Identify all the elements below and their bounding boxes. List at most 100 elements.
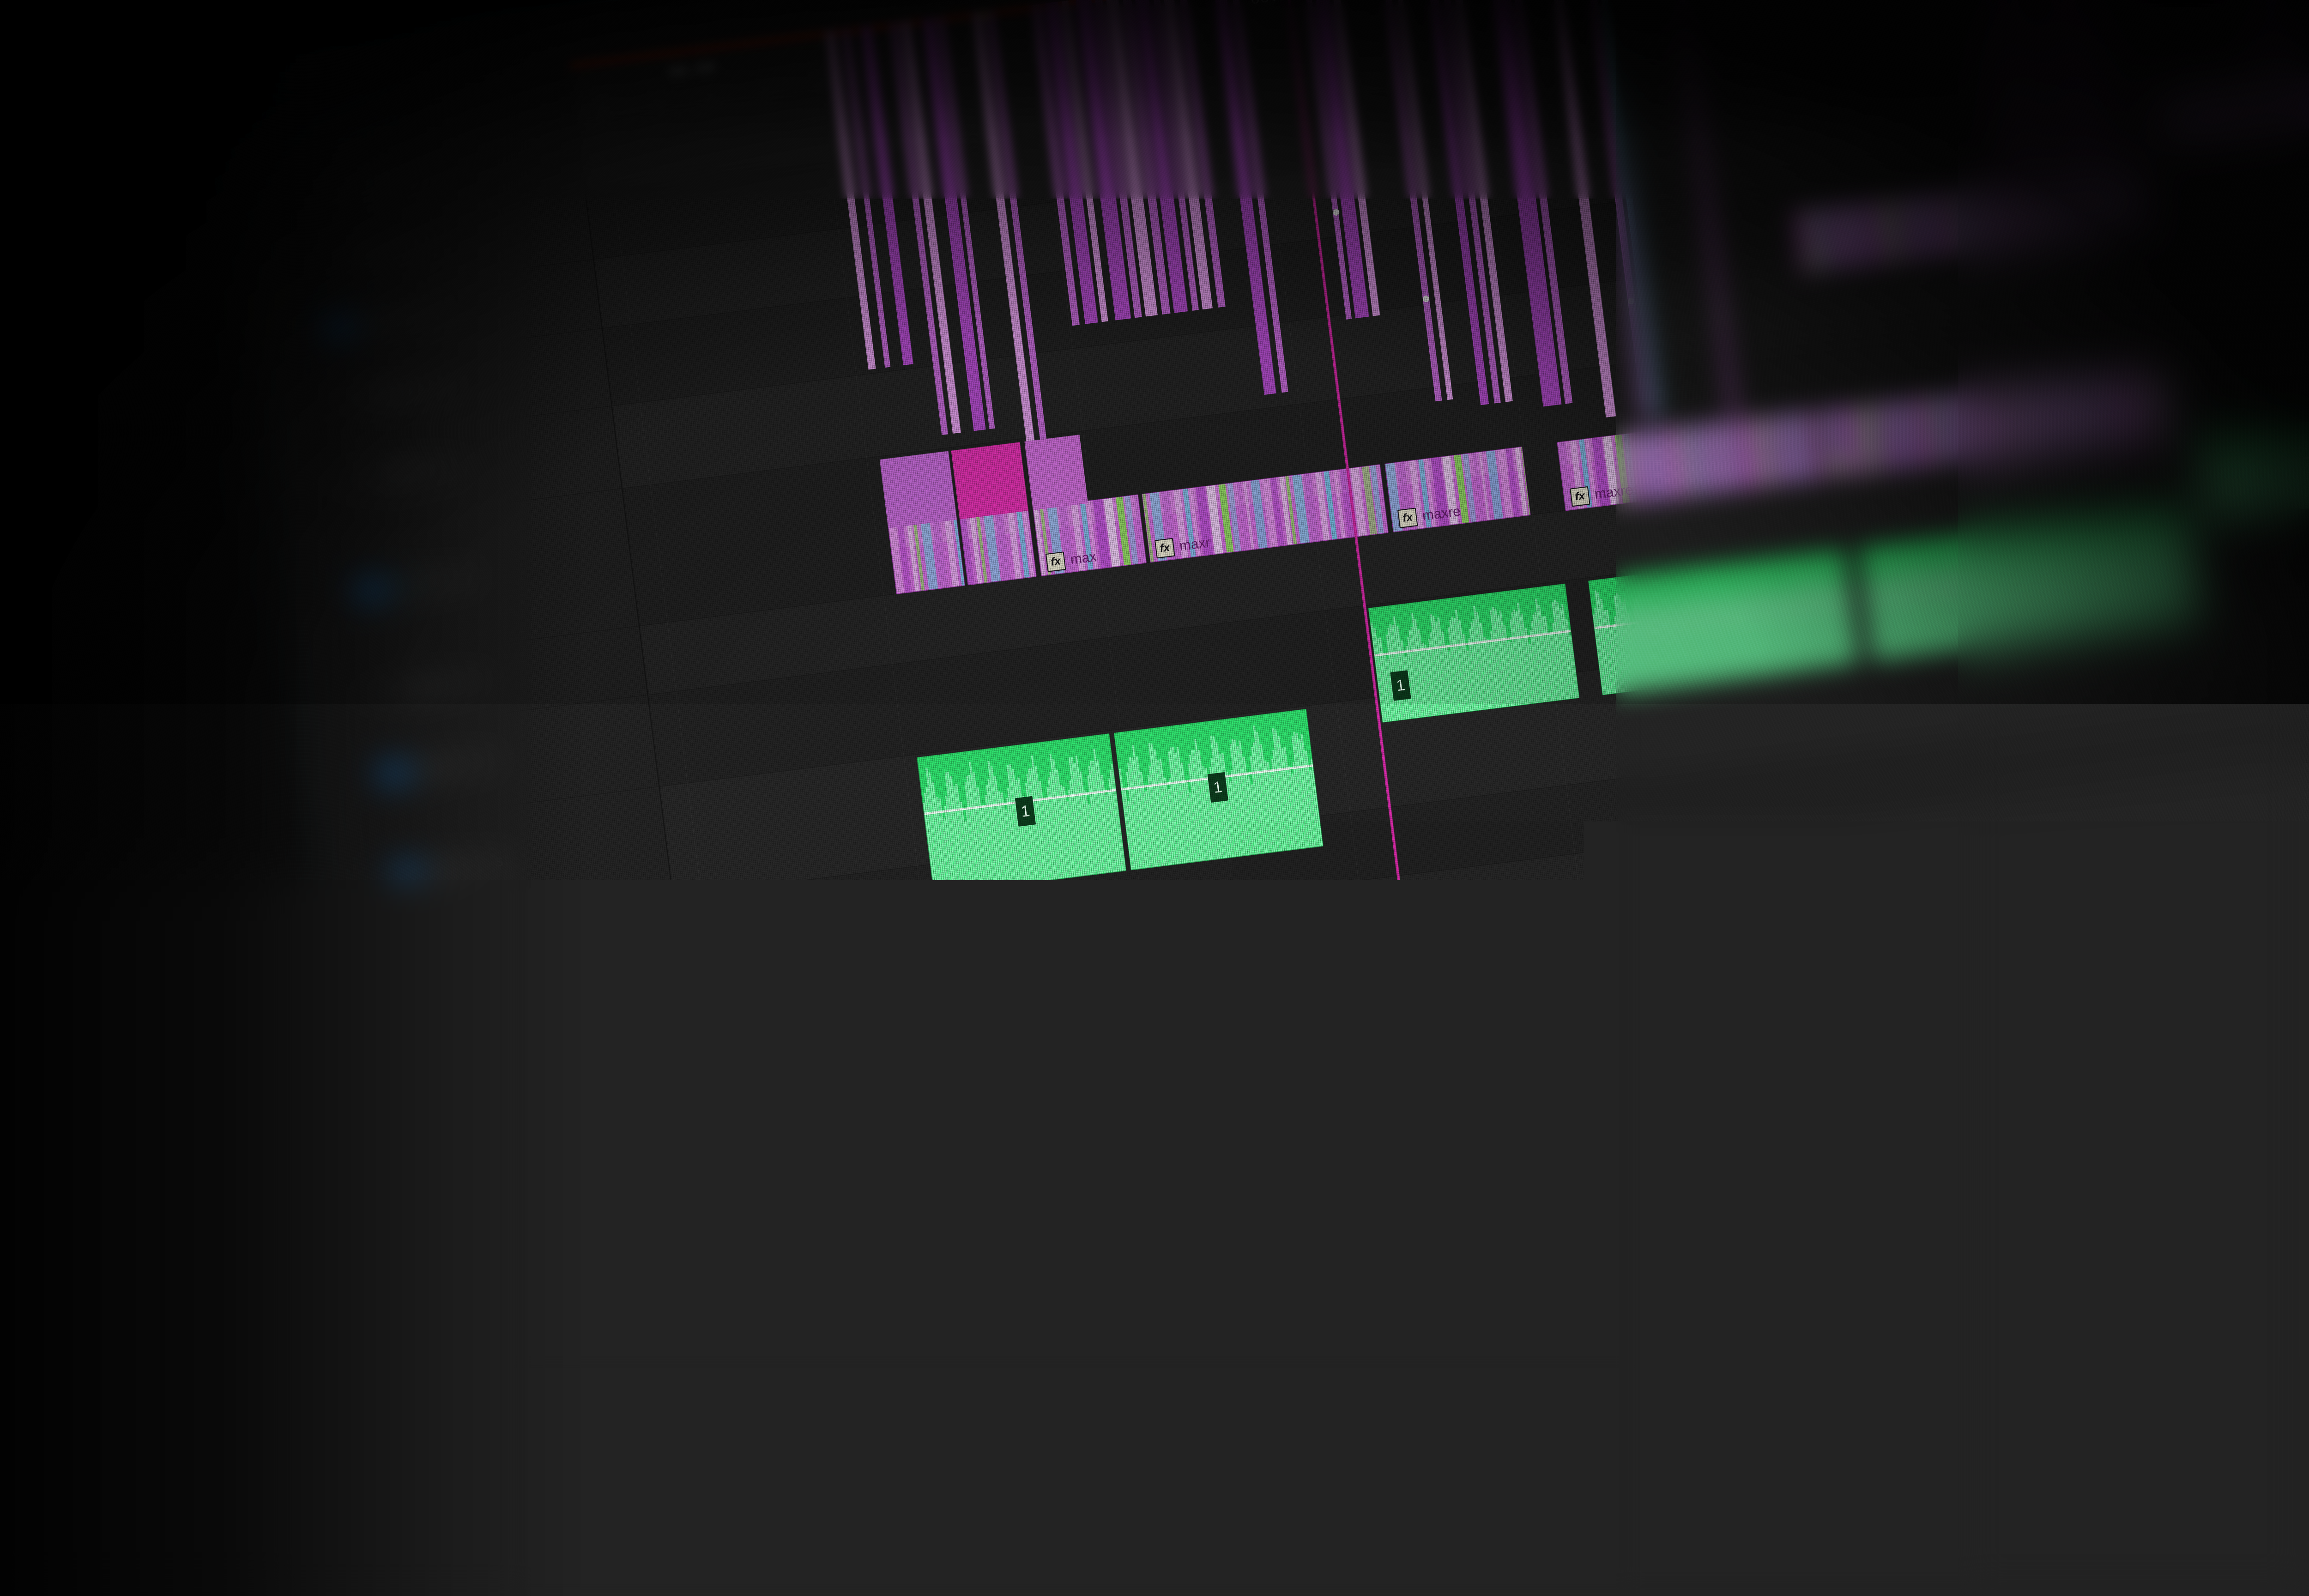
ruler-timecode-label: 00:00 — [668, 59, 717, 82]
nest-toggle-icon[interactable]: ▣ — [270, 137, 282, 151]
solo-button-a3[interactable]: S — [488, 854, 510, 871]
track-name-a1[interactable]: A1 — [364, 678, 403, 707]
lock-icon[interactable]: ▫ — [341, 688, 358, 706]
mute-button-a5[interactable]: M — [479, 1016, 501, 1032]
solo-button-v2[interactable]: S — [439, 460, 460, 477]
visibility-toggle-v5[interactable]: ◉ — [354, 243, 376, 263]
voice-over-record-icon-a4[interactable]: S) — [578, 934, 592, 950]
track-name-v5[interactable]: V5 — [310, 243, 349, 272]
ruler-tick — [1305, 11, 1308, 31]
close-icon[interactable]: × — [342, 54, 351, 70]
lock-icon[interactable]: ▫ — [314, 475, 332, 493]
linked-selection-toggle-icon[interactable]: ⚭ — [266, 398, 287, 418]
timeline-body[interactable]: 00:0000:15:00:00 fxmaxfxmaxrfxmaxrefxmax… — [569, 0, 2309, 1178]
visibility-toggle-a2[interactable]: ◉ — [418, 759, 441, 779]
visibility-toggle-v1[interactable]: ◉ — [395, 575, 417, 595]
mute-button-v4[interactable]: M — [391, 310, 413, 326]
clip-color-block[interactable] — [951, 442, 1028, 519]
track-name-a6[interactable]: A6 — [415, 1086, 453, 1115]
mute-button-v6[interactable]: M — [374, 172, 396, 189]
lock-icon[interactable]: ▫ — [351, 768, 368, 786]
lock-icon[interactable]: ▫ — [286, 253, 304, 271]
track-name-v6[interactable]: V6 — [301, 174, 340, 203]
visibility-toggle-a4[interactable]: ◉ — [442, 949, 464, 968]
lock-icon[interactable]: ▫ — [363, 869, 381, 887]
settings-wrench-icon[interactable]: ⚙ — [275, 462, 296, 483]
lock-icon[interactable]: ▫ — [328, 585, 345, 603]
fx-badge-icon: fx — [1397, 508, 1418, 528]
lock-icon[interactable]: ▫ — [375, 959, 392, 976]
timeline-header-buttons: ▣ ⫫ ⚭ ▬ ⚙ — [270, 127, 359, 151]
track-name-v1[interactable]: V1 — [351, 575, 390, 604]
solo-button-v6[interactable]: S — [403, 169, 424, 185]
track-name-v4[interactable]: V4 — [318, 312, 357, 341]
visibility-toggle-v2[interactable]: ◉ — [382, 465, 404, 485]
mute-button-v2[interactable]: M — [411, 463, 432, 480]
visibility-toggle-v4[interactable]: ◉ — [363, 312, 385, 332]
mute-button-a6[interactable]: M — [488, 1084, 509, 1101]
lock-icon[interactable]: ▫ — [392, 1096, 409, 1114]
video-clip[interactable] — [888, 517, 965, 594]
fx-badge-icon: fx — [1570, 486, 1590, 507]
visibility-toggle-a3[interactable]: ◉ — [431, 859, 453, 879]
fx-badge-icon: fx — [1831, 453, 1852, 474]
track-name-a5[interactable]: A5 — [406, 1017, 445, 1046]
track-name-a4[interactable]: A4 — [398, 949, 436, 978]
solo-button-v1[interactable]: S — [453, 570, 474, 586]
track-name-v2[interactable]: V2 — [338, 465, 376, 494]
voice-over-record-icon-a5[interactable]: S) — [586, 1003, 600, 1019]
playhead-timecode[interactable]: 00:04:07:14 — [266, 93, 384, 132]
sequence-tab[interactable]: Sequence 01 × — [232, 48, 359, 88]
add-marker-icon[interactable]: ▬ — [326, 130, 338, 145]
solo-button-a5[interactable]: S — [508, 1012, 529, 1028]
hand-tool-icon[interactable]: ✋ — [254, 302, 275, 322]
voice-over-record-icon-a6[interactable]: S) — [595, 1072, 609, 1088]
fx-badge-icon: fx — [1046, 551, 1066, 572]
mute-button-v5[interactable]: M — [383, 241, 405, 258]
mute-button-a2[interactable]: M — [447, 756, 469, 773]
pen-tool-icon[interactable]: ✒ — [251, 269, 272, 290]
marker-tool-icon[interactable]: ▬ — [271, 430, 291, 451]
lock-icon[interactable]: ▫ — [383, 1028, 400, 1045]
audio-clip[interactable] — [1368, 584, 1580, 723]
visibility-toggle-v6[interactable]: ◉ — [345, 174, 368, 194]
snap-magnet-icon[interactable]: ⫫ — [290, 135, 298, 149]
track-select-tool-icon[interactable]: ⇥ — [235, 141, 255, 162]
linked-selection-icon[interactable]: ⚭ — [307, 132, 318, 146]
slip-tool-icon[interactable]: ↔ — [247, 237, 267, 258]
ruler-tick — [656, 92, 659, 112]
lock-icon[interactable]: ▫ — [295, 322, 313, 339]
visibility-toggle-v3[interactable]: ◉ — [372, 385, 394, 405]
razor-tool-icon[interactable]: ✂ — [242, 205, 263, 226]
visibility-toggle-a1[interactable]: ◉ — [408, 678, 430, 698]
zoom-tool-icon[interactable]: ⌕ — [259, 333, 279, 354]
ripple-edit-tool-icon[interactable]: ⇄ — [239, 173, 260, 194]
filmstrip-thumbnails — [960, 508, 1036, 585]
visibility-toggle-a5[interactable]: ◉ — [451, 1017, 473, 1037]
mute-button-a4[interactable]: M — [471, 947, 492, 963]
lock-icon[interactable]: ▫ — [304, 395, 322, 412]
track-name-a2[interactable]: A2 — [374, 758, 413, 787]
solo-button-a1[interactable]: S — [465, 673, 487, 689]
visibility-toggle-a6[interactable]: ◉ — [459, 1086, 481, 1106]
solo-button-a6[interactable]: S — [516, 1081, 538, 1097]
panel-menu-icon[interactable]: ≡ — [368, 51, 377, 66]
mute-button-v1[interactable]: M — [424, 573, 446, 590]
mute-button-v3[interactable]: M — [400, 383, 422, 400]
snap-toggle-icon[interactable]: ⫫ — [263, 366, 284, 387]
solo-button-a4[interactable]: S — [499, 943, 521, 960]
clip-color-block[interactable] — [880, 451, 957, 528]
solo-button-v3[interactable]: S — [429, 380, 451, 396]
solo-button-v5[interactable]: S — [411, 237, 433, 254]
clip-color-block[interactable] — [1024, 435, 1088, 510]
timeline-settings-icon[interactable]: ⚙ — [347, 127, 359, 141]
solo-button-a2[interactable]: S — [475, 753, 497, 770]
lock-icon[interactable]: ▫ — [278, 184, 296, 202]
track-name-a3[interactable]: A3 — [387, 859, 425, 889]
mute-button-a3[interactable]: M — [459, 858, 481, 874]
selection-tool-icon[interactable]: ➤ — [230, 109, 251, 130]
track-name-v3[interactable]: V3 — [327, 385, 366, 414]
mute-button-a1[interactable]: M — [437, 677, 459, 693]
video-clip[interactable] — [959, 508, 1036, 585]
solo-button-v4[interactable]: S — [420, 306, 441, 323]
